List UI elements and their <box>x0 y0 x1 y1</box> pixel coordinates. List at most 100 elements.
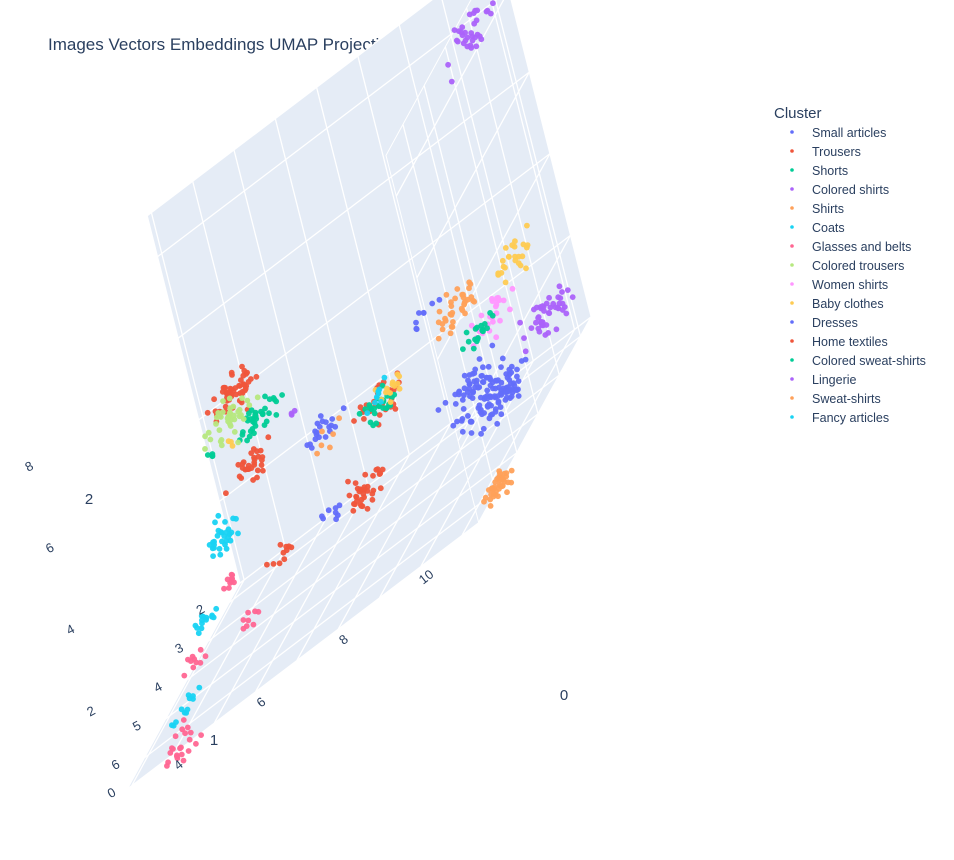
legend-marker <box>790 282 794 286</box>
legend-marker <box>790 130 794 134</box>
gridline-x <box>233 149 328 518</box>
data-point <box>228 369 235 376</box>
data-point <box>460 346 466 352</box>
data-point <box>478 430 484 437</box>
gridline-y <box>494 0 582 337</box>
data-point <box>470 297 476 304</box>
data-point <box>460 40 467 47</box>
data-point <box>377 470 384 477</box>
data-point <box>506 376 513 383</box>
legend-item[interactable]: Coats <box>790 221 845 235</box>
data-point <box>396 373 403 380</box>
data-point <box>484 402 491 409</box>
data-point <box>218 442 225 449</box>
data-point <box>252 423 259 429</box>
data-point <box>193 740 199 747</box>
data-point <box>495 493 501 500</box>
legend-item[interactable]: Women shirts <box>790 278 888 292</box>
gridline-x <box>131 579 245 786</box>
data-point <box>461 300 468 307</box>
legend-marker <box>790 168 794 172</box>
data-point <box>466 285 472 292</box>
data-point <box>443 291 450 298</box>
data-point <box>378 398 384 405</box>
data-point <box>508 467 515 474</box>
legend-label: Colored shirts <box>812 183 889 197</box>
legend-item[interactable]: Dresses <box>790 316 858 330</box>
data-point <box>553 326 560 333</box>
series-lingerie <box>445 0 576 355</box>
legend-item[interactable]: Glasses and belts <box>790 240 911 254</box>
legend-item[interactable]: Sweat-shirts <box>790 392 881 406</box>
data-point <box>250 621 257 628</box>
data-point <box>259 457 265 463</box>
data-point <box>452 391 459 398</box>
data-point <box>260 467 266 474</box>
data-point <box>480 425 487 432</box>
data-point <box>222 384 229 391</box>
data-point <box>210 553 217 559</box>
data-point <box>204 409 211 416</box>
legend-marker <box>790 206 794 210</box>
data-point <box>180 757 187 764</box>
data-point <box>191 656 198 662</box>
data-point <box>231 429 238 435</box>
data-point <box>198 625 205 632</box>
legend-item[interactable]: Fancy articles <box>790 411 889 425</box>
data-point <box>332 505 339 511</box>
legend-item[interactable]: Baby clothes <box>790 297 884 311</box>
data-point <box>345 478 351 485</box>
data-point <box>448 78 455 85</box>
legend-item[interactable]: Shirts <box>790 202 844 216</box>
data-point <box>359 503 366 510</box>
data-point <box>251 456 258 463</box>
data-point <box>222 403 229 410</box>
x-tick-label: 6 <box>253 694 268 710</box>
legend-item[interactable]: Trousers <box>790 145 861 159</box>
data-point <box>281 556 288 563</box>
data-point <box>243 623 250 629</box>
data-point <box>472 366 479 373</box>
data-point <box>239 363 245 370</box>
data-point <box>376 412 383 418</box>
legend-item[interactable]: Home textiles <box>790 335 888 349</box>
data-point <box>473 43 480 50</box>
scene-gridlines <box>131 0 592 786</box>
data-point <box>371 410 378 417</box>
data-point <box>478 373 485 379</box>
gridline-x <box>337 423 452 630</box>
gridline-x <box>150 212 245 581</box>
data-point <box>507 306 513 313</box>
data-point <box>484 374 490 381</box>
data-point <box>485 363 492 370</box>
legend-marker <box>790 263 794 267</box>
legend-item[interactable]: Colored shirts <box>790 183 889 197</box>
data-point <box>179 726 186 733</box>
data-point <box>522 348 529 355</box>
data-point <box>563 310 570 317</box>
data-point <box>215 512 222 519</box>
data-point <box>502 279 509 286</box>
data-point <box>556 283 563 290</box>
data-point <box>445 61 451 68</box>
legend-item[interactable]: Lingerie <box>790 373 857 387</box>
gridline-y <box>465 7 560 376</box>
legend-item[interactable]: Shorts <box>790 164 848 178</box>
data-point <box>495 272 502 278</box>
series-baby-clothes <box>225 222 531 449</box>
legend-item[interactable]: Small articles <box>790 126 886 140</box>
data-point <box>523 265 529 272</box>
data-point <box>245 617 252 624</box>
data-point <box>240 617 247 623</box>
data-point <box>354 485 361 492</box>
legend-label: Fancy articles <box>812 411 889 425</box>
data-point <box>215 527 222 534</box>
legend-item[interactable]: Colored trousers <box>790 259 904 273</box>
legend-item[interactable]: Colored sweat-shirts <box>790 354 926 368</box>
data-point <box>496 468 503 474</box>
legend-marker <box>790 149 794 153</box>
data-point <box>336 415 342 422</box>
data-point <box>265 434 272 441</box>
data-point <box>381 374 388 381</box>
